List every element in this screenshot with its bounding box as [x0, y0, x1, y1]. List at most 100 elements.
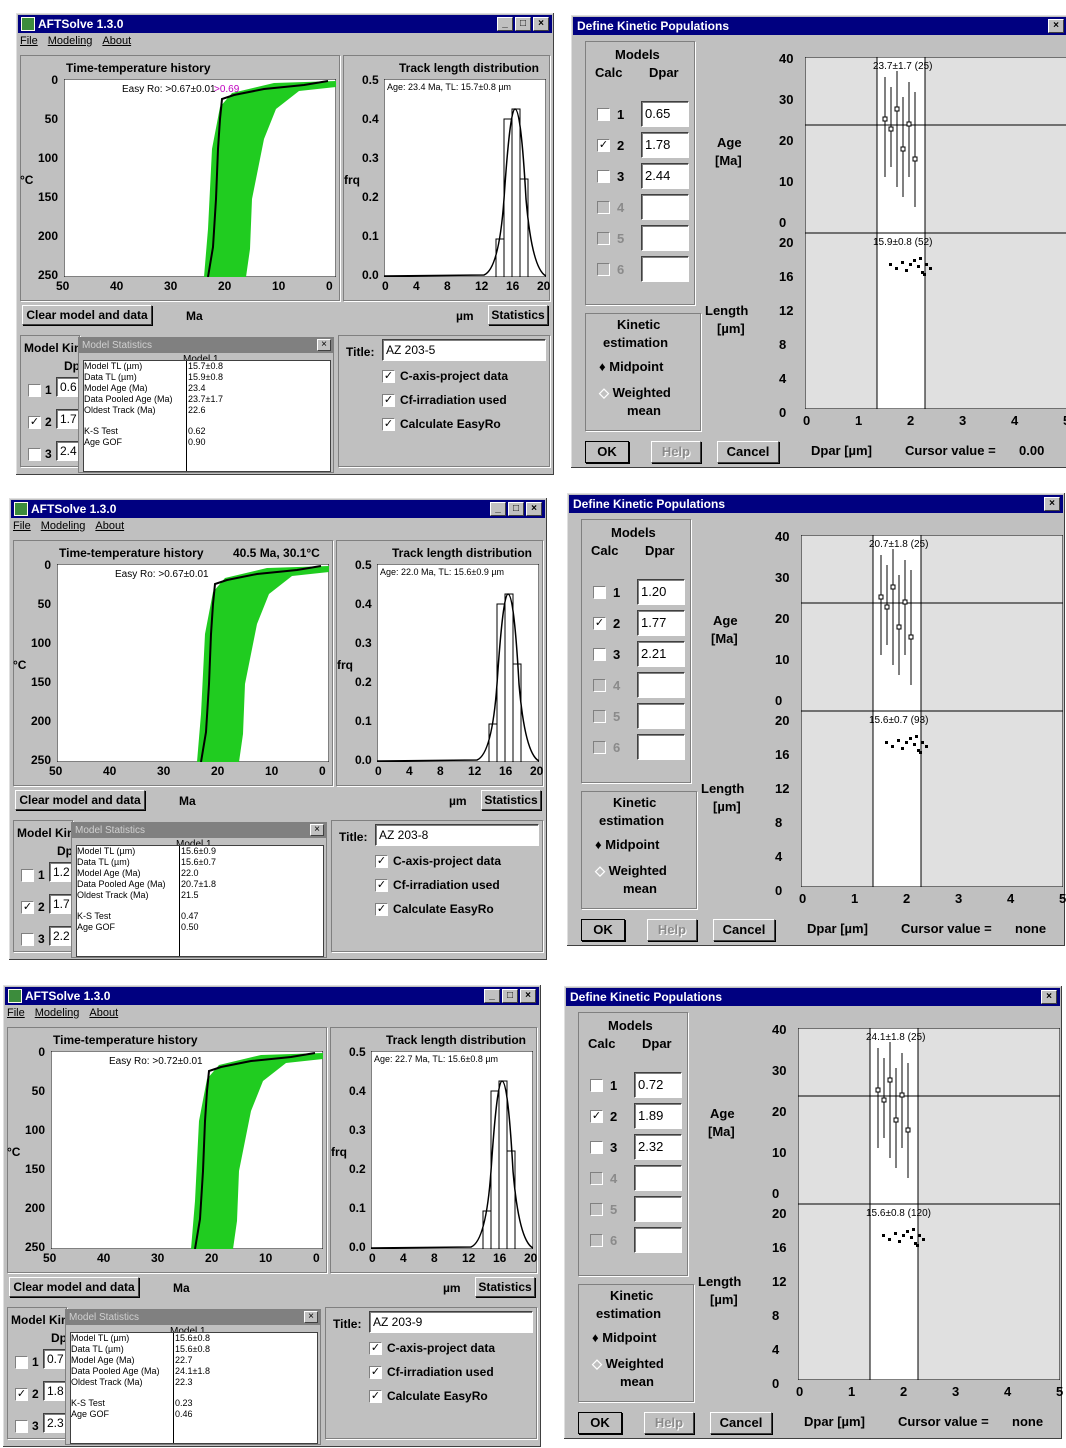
run-title-field[interactable]: AZ 203-8	[375, 824, 539, 846]
menu-file[interactable]: File	[7, 1007, 25, 1019]
close-icon[interactable]: ×	[520, 989, 536, 1003]
maximize-icon[interactable]: □	[515, 17, 531, 31]
minimize-icon[interactable]: _	[497, 17, 513, 31]
model-check-5[interactable]	[597, 232, 610, 245]
model-dpar-field[interactable]: 1.78	[641, 132, 689, 158]
model-check-5[interactable]	[590, 1203, 603, 1216]
kin-check-2[interactable]: ✓	[28, 416, 41, 429]
model-dpar-field[interactable]	[634, 1196, 682, 1222]
kin-check-3[interactable]	[21, 933, 34, 946]
cancel-button[interactable]: Cancel	[710, 1412, 772, 1434]
model-check-4[interactable]	[593, 679, 606, 692]
model-check-5[interactable]	[593, 710, 606, 723]
model-dpar-field[interactable]: 0.72	[634, 1072, 682, 1098]
kin-check-3[interactable]	[15, 1420, 28, 1433]
option-check-3[interactable]: ✓	[369, 1390, 382, 1403]
kin-check-2[interactable]: ✓	[15, 1388, 28, 1401]
close-icon[interactable]: ×	[526, 502, 542, 516]
model-dpar-field[interactable]: 1.20	[637, 579, 685, 605]
option-check-1[interactable]: ✓	[382, 370, 395, 383]
menu-about[interactable]: About	[89, 1007, 119, 1019]
menu-about[interactable]: About	[102, 35, 132, 47]
help-button[interactable]: Help	[644, 1412, 694, 1434]
option-check-3[interactable]: ✓	[382, 418, 395, 431]
model-check-3[interactable]	[597, 170, 610, 183]
stats-close-icon[interactable]: ×	[304, 1311, 318, 1323]
statistics-button[interactable]: Statistics	[475, 1277, 535, 1297]
model-dpar-field[interactable]	[637, 734, 685, 760]
help-button[interactable]: Help	[647, 919, 697, 941]
model-dpar-field[interactable]	[641, 225, 689, 251]
model-check-1[interactable]	[597, 108, 610, 121]
midpoint-radio[interactable]: ♦ Midpoint	[592, 1330, 656, 1345]
model-dpar-field[interactable]: 1.77	[637, 610, 685, 636]
model-dpar-field[interactable]	[641, 256, 689, 282]
minimize-icon[interactable]: _	[490, 502, 506, 516]
model-check-4[interactable]	[597, 201, 610, 214]
length-dpar-plot[interactable]: 15.9±0.8 (52)	[805, 233, 1066, 409]
menu-file[interactable]: File	[20, 35, 38, 47]
tl-chart[interactable]: Age: 22.0 Ma, TL: 15.6±0.9 µm	[377, 564, 539, 762]
model-check-1[interactable]	[593, 586, 606, 599]
option-check-3[interactable]: ✓	[375, 903, 388, 916]
kin-check-1[interactable]	[21, 869, 34, 882]
kin-dpar-field[interactable]: 1.7	[56, 409, 82, 429]
model-dpar-field[interactable]: 0.65	[641, 101, 689, 127]
model-check-2[interactable]: ✓	[593, 617, 606, 630]
maximize-icon[interactable]: □	[502, 989, 518, 1003]
dialog-close-icon[interactable]: ×	[1048, 19, 1064, 33]
option-check-2[interactable]: ✓	[382, 394, 395, 407]
model-dpar-field[interactable]: 2.32	[634, 1134, 682, 1160]
help-button[interactable]: Help	[651, 441, 701, 463]
option-check-2[interactable]: ✓	[375, 879, 388, 892]
statistics-button[interactable]: Statistics	[481, 790, 541, 810]
cancel-button[interactable]: Cancel	[717, 441, 779, 463]
kin-check-3[interactable]	[28, 448, 41, 461]
age-dpar-plot[interactable]: 23.7±1.7 (25)	[805, 57, 1066, 233]
option-check-2[interactable]: ✓	[369, 1366, 382, 1379]
stats-close-icon[interactable]: ×	[310, 824, 324, 836]
weighted-radio[interactable]: ◇ Weighted	[592, 1356, 664, 1372]
tt-chart[interactable]: Easy Ro: >0.72±0.01	[51, 1051, 323, 1249]
cancel-button[interactable]: Cancel	[713, 919, 775, 941]
clear-model-button[interactable]: Clear model and data	[22, 305, 152, 325]
menu-modeling[interactable]: Modeling	[40, 520, 86, 532]
model-check-3[interactable]	[590, 1141, 603, 1154]
model-dpar-field[interactable]	[637, 672, 685, 698]
minimize-icon[interactable]: _	[484, 989, 500, 1003]
kin-check-1[interactable]	[15, 1356, 28, 1369]
length-dpar-plot[interactable]: 15.6±0.7 (93)	[801, 711, 1063, 887]
tl-chart[interactable]: Age: 22.7 Ma, TL: 15.6±0.8 µm	[371, 1051, 533, 1249]
statistics-button[interactable]: Statistics	[488, 305, 548, 325]
model-dpar-field[interactable]: 2.21	[637, 641, 685, 667]
model-check-4[interactable]	[590, 1172, 603, 1185]
weighted-radio[interactable]: ◇ Weighted	[595, 863, 667, 879]
menu-about[interactable]: About	[95, 520, 125, 532]
kin-dpar-field[interactable]: 2.2	[49, 926, 75, 946]
tl-chart[interactable]: Age: 23.4 Ma, TL: 15.7±0.8 µm	[384, 79, 546, 277]
ok-button[interactable]: OK	[578, 1412, 622, 1434]
close-icon[interactable]: ×	[533, 17, 549, 31]
option-check-1[interactable]: ✓	[375, 855, 388, 868]
run-title-field[interactable]: AZ 203-5	[382, 339, 546, 361]
menu-file[interactable]: File	[13, 520, 31, 532]
option-check-1[interactable]: ✓	[369, 1342, 382, 1355]
midpoint-radio[interactable]: ♦ Midpoint	[595, 837, 659, 852]
dialog-close-icon[interactable]: ×	[1041, 990, 1057, 1004]
kin-dpar-field[interactable]: 2.4	[56, 441, 82, 461]
menu-modeling[interactable]: Modeling	[47, 35, 93, 47]
tt-chart[interactable]: Easy Ro: >0.67±0.01 >0.69	[64, 79, 336, 277]
ok-button[interactable]: OK	[585, 441, 629, 463]
dialog-close-icon[interactable]: ×	[1044, 497, 1060, 511]
clear-model-button[interactable]: Clear model and data	[15, 790, 145, 810]
menu-modeling[interactable]: Modeling	[34, 1007, 80, 1019]
model-dpar-field[interactable]	[634, 1227, 682, 1253]
model-dpar-field[interactable]	[634, 1165, 682, 1191]
model-dpar-field[interactable]	[641, 194, 689, 220]
tt-chart[interactable]: Easy Ro: >0.67±0.01	[57, 564, 329, 762]
kin-check-1[interactable]	[28, 384, 41, 397]
model-check-2[interactable]: ✓	[597, 139, 610, 152]
model-dpar-field[interactable]	[637, 703, 685, 729]
kin-check-2[interactable]: ✓	[21, 901, 34, 914]
model-check-3[interactable]	[593, 648, 606, 661]
